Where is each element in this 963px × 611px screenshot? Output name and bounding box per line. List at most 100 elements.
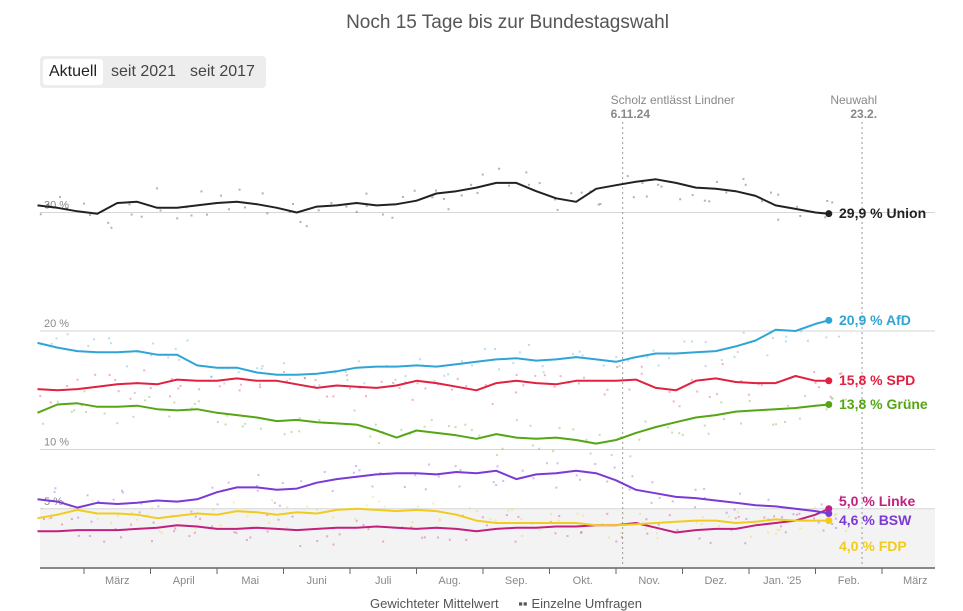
poll-dot (725, 191, 728, 194)
poll-dot (628, 388, 631, 391)
poll-dot (377, 442, 380, 445)
poll-dot (448, 538, 451, 541)
tab-seit-2021[interactable]: seit 2021 (111, 63, 176, 80)
poll-dot (494, 519, 497, 522)
poll-dot (652, 349, 655, 352)
poll-dot (326, 535, 329, 538)
poll-dot (800, 330, 803, 333)
poll-dot (50, 516, 53, 519)
poll-dot (507, 509, 510, 512)
poll-dot (527, 343, 530, 346)
poll-dot (720, 401, 723, 404)
poll-dot (83, 390, 86, 393)
poll-dot (69, 506, 72, 509)
poll-dot (235, 531, 238, 534)
poll-dot (417, 505, 420, 508)
tab-aktuell[interactable]: Aktuell (43, 59, 104, 85)
poll-dot (409, 432, 412, 435)
poll-dot (47, 203, 50, 206)
poll-dot (61, 523, 64, 526)
poll-dot (831, 201, 834, 204)
poll-dot (620, 536, 623, 539)
poll-dot (394, 378, 397, 381)
poll-dot (291, 515, 294, 518)
poll-dot (53, 491, 56, 494)
poll-dot (606, 480, 609, 483)
poll-dot (470, 183, 473, 186)
poll-dot (744, 183, 747, 186)
poll-dot (571, 353, 574, 356)
poll-dot (216, 421, 219, 424)
poll-dot (703, 424, 706, 427)
poll-dot (616, 366, 619, 369)
poll-dot (657, 364, 660, 367)
poll-dot (130, 213, 133, 216)
poll-dot (55, 337, 58, 340)
poll-dot (498, 368, 501, 371)
poll-dot (650, 501, 653, 504)
poll-dot (220, 194, 223, 197)
poll-dot (672, 400, 675, 403)
poll-dot (580, 191, 583, 194)
poll-dot (436, 536, 439, 539)
poll-dot (671, 431, 674, 434)
poll-dot (136, 518, 139, 521)
poll-dot (205, 213, 208, 216)
poll-dot (601, 523, 604, 526)
poll-dot (760, 200, 763, 203)
poll-dot (676, 529, 679, 532)
poll-dot (286, 506, 289, 509)
poll-dot (720, 359, 723, 362)
poll-dot (89, 214, 92, 217)
poll-dot (332, 516, 335, 519)
poll-dot (178, 358, 181, 361)
poll-dot (120, 536, 123, 539)
poll-dot (90, 520, 93, 523)
poll-dot (210, 376, 213, 379)
poll-dot (638, 438, 641, 441)
poll-dot (150, 540, 153, 543)
poll-dot (615, 356, 618, 359)
series-label-grüne: 13,8 % Grüne (839, 396, 928, 412)
poll-dot (117, 390, 120, 393)
poll-dot (690, 378, 693, 381)
poll-dot (626, 175, 629, 178)
poll-dot (47, 517, 50, 520)
poll-dot (419, 358, 422, 361)
poll-dot (784, 340, 787, 343)
poll-dot (411, 398, 414, 401)
poll-dot (538, 529, 541, 532)
poll-dot (657, 183, 660, 186)
poll-dot (460, 360, 463, 363)
poll-dot (332, 395, 335, 398)
poll-dot (358, 469, 361, 472)
poll-dot (736, 511, 739, 514)
tab-seit-2017[interactable]: seit 2017 (189, 63, 255, 80)
poll-dot (556, 208, 559, 211)
poll-dot (708, 395, 711, 398)
poll-dot (780, 525, 783, 528)
poll-dot (424, 488, 427, 491)
poll-dot (42, 518, 45, 521)
poll-dot (316, 508, 319, 511)
series-endpoint (825, 400, 833, 408)
poll-dot (326, 395, 329, 398)
annotation-label: Neuwahl (830, 93, 877, 107)
poll-dot (733, 355, 736, 358)
poll-dot (290, 431, 293, 434)
poll-dot (363, 382, 366, 385)
poll-dot (598, 433, 601, 436)
poll-dot (834, 517, 837, 520)
poll-dot (703, 487, 706, 490)
poll-dot (522, 384, 525, 387)
poll-dot (607, 536, 610, 539)
poll-dot (70, 410, 73, 413)
poll-dot (303, 376, 306, 379)
poll-dot (194, 515, 197, 518)
poll-dot (392, 381, 395, 384)
poll-dot (224, 423, 227, 426)
poll-dot (431, 196, 434, 199)
poll-dot (767, 531, 770, 534)
poll-dot (244, 422, 247, 425)
